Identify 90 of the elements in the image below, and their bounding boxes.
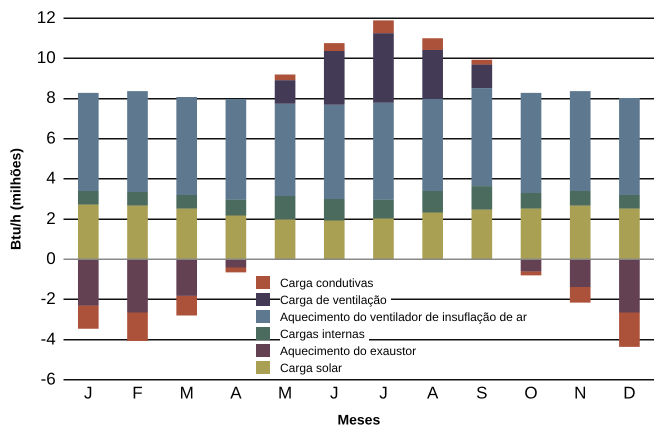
y-tick-label: 4 (46, 168, 56, 188)
bar (520, 192, 542, 209)
x-tick-label: A (426, 384, 439, 403)
legend-label: Cargas internas (280, 326, 369, 340)
bar (570, 260, 591, 287)
legend-label: Carga de ventilação (280, 292, 391, 306)
bar (422, 212, 443, 259)
bar (520, 271, 542, 276)
bar (422, 190, 443, 212)
bar (520, 208, 542, 259)
bar (422, 98, 443, 191)
legend-label: Carga solar (280, 360, 346, 374)
bar (127, 192, 148, 206)
y-tick-label: 12 (36, 8, 56, 27)
x-tick-label: M (278, 384, 292, 403)
x-tick-label: N (574, 384, 586, 403)
bar (226, 268, 246, 272)
bar (176, 194, 198, 209)
bar (78, 204, 99, 259)
bar (226, 200, 246, 216)
x-tick-label: D (623, 384, 636, 403)
bar (472, 210, 492, 259)
bar (127, 91, 148, 192)
bar (127, 260, 148, 312)
x-tick-label: J (379, 384, 388, 403)
bar (226, 215, 246, 259)
bar (373, 218, 394, 259)
bar (324, 104, 345, 199)
y-tick-label: -4 (40, 329, 56, 348)
bar (78, 190, 99, 205)
bar (570, 206, 591, 259)
bar (472, 64, 492, 88)
y-tick-label: 2 (46, 208, 56, 228)
y-tick-label: 6 (46, 128, 56, 148)
bar (373, 33, 394, 103)
bar (78, 92, 99, 191)
y-tick-label: 8 (46, 88, 56, 108)
bar (176, 260, 198, 296)
y-axis-title: Btu/h (milhões) (7, 148, 24, 250)
legend-label: Aquecimento do exaustor (280, 344, 420, 358)
x-tick-label: M (180, 384, 194, 403)
bar (619, 312, 640, 347)
bar (274, 219, 296, 259)
y-tick-label: 0 (46, 248, 56, 268)
bar (472, 60, 492, 65)
legend-label: Aquecimento do ventilador de insuflação de ar (280, 310, 531, 324)
bar (619, 208, 640, 259)
bar (520, 92, 542, 193)
x-tick-label: J (84, 384, 93, 403)
x-tick-label: O (524, 384, 538, 403)
bar (127, 312, 148, 342)
bar (274, 104, 296, 196)
bar (324, 43, 345, 51)
x-tick-label: F (132, 384, 143, 403)
bar (176, 96, 198, 195)
bar (570, 91, 591, 191)
bar (324, 199, 345, 220)
x-tick-label: A (230, 384, 242, 403)
bar (373, 102, 394, 200)
y-tick-label: -2 (40, 289, 56, 308)
bar (619, 194, 640, 209)
bar (422, 50, 443, 99)
bar (373, 20, 394, 34)
bar (324, 220, 345, 259)
bar (570, 286, 591, 303)
bar (176, 208, 198, 259)
bar (78, 260, 99, 306)
bar (619, 260, 640, 312)
x-tick-label: S (476, 384, 488, 403)
bar (619, 98, 640, 195)
bar (274, 80, 296, 104)
bar (274, 196, 296, 220)
bar (570, 190, 591, 206)
bar (176, 296, 198, 316)
y-tick-label: -6 (40, 369, 56, 388)
y-tick-label: 10 (36, 48, 56, 68)
bar (373, 200, 394, 218)
bar (324, 50, 345, 105)
bar (274, 74, 296, 80)
bar (520, 260, 542, 272)
bar (127, 206, 148, 259)
bar (472, 88, 492, 186)
bar (78, 306, 99, 329)
bar (226, 260, 246, 268)
x-tick-label: J (330, 384, 339, 403)
bar (472, 186, 492, 210)
x-axis-title: Meses (337, 411, 380, 428)
bar (422, 38, 443, 50)
bar (226, 98, 246, 200)
legend-label: Carga condutivas (280, 276, 378, 290)
